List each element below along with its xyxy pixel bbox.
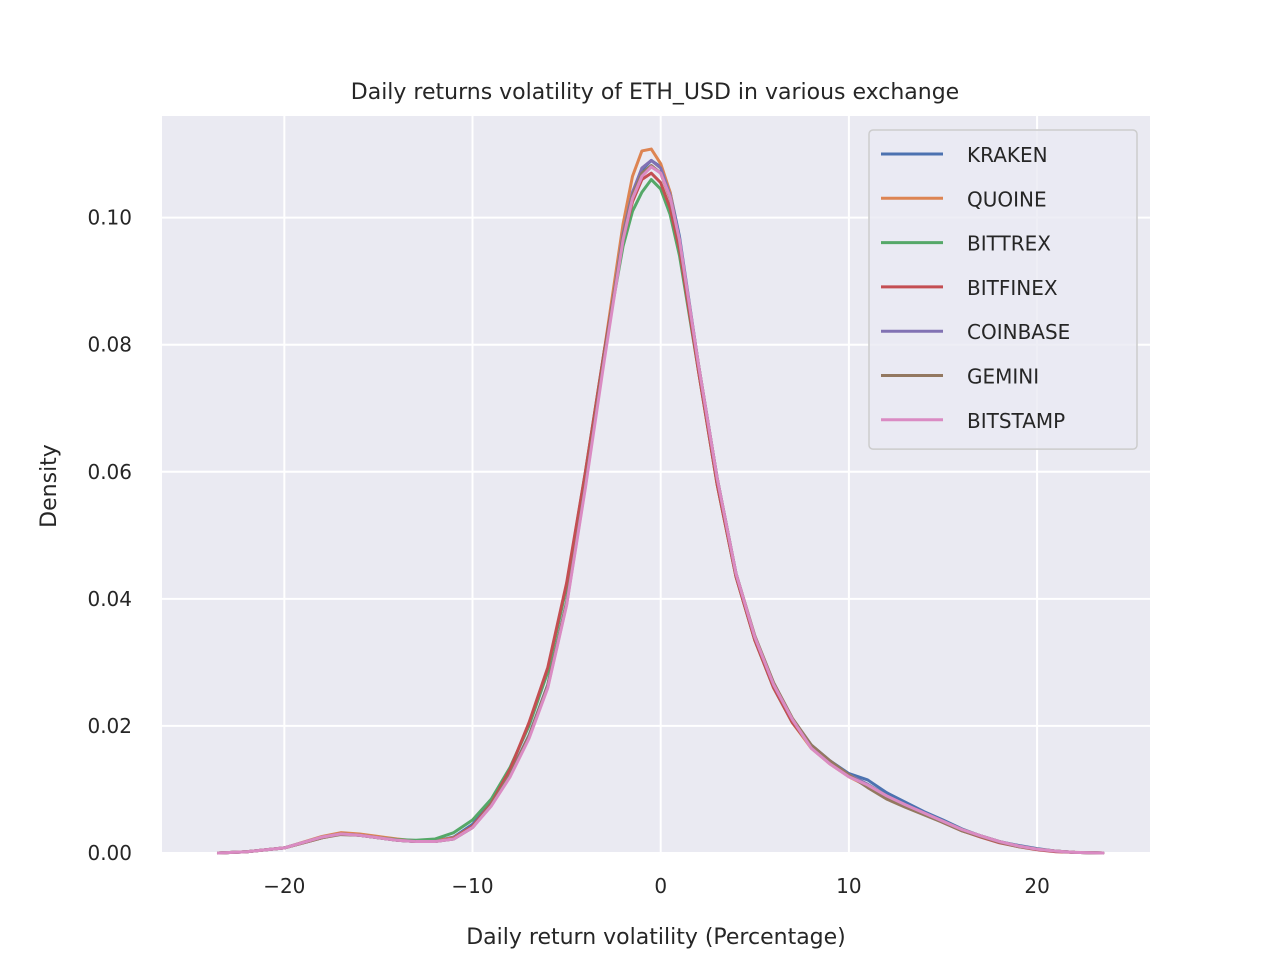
y-tick-label: 0.08 [87, 333, 132, 357]
legend-label-bitfinex: BITFINEX [967, 276, 1058, 300]
legend-label-coinbase: COINBASE [967, 320, 1070, 344]
y-tick-label: 0.04 [87, 587, 132, 611]
y-axis-label: Density [37, 444, 62, 528]
x-axis-label: Daily return volatility (Percentage) [466, 925, 846, 950]
legend: KRAKEN QUOINE BITTREX BITFINEX COINBASE GEMIN… [868, 129, 1138, 450]
y-tick-label: 0.10 [87, 206, 132, 230]
x-tick-label: 20 [1024, 874, 1049, 898]
y-tick-label: 0.06 [87, 460, 132, 484]
x-tick-label: −20 [263, 874, 305, 898]
y-tick-labels: 0.00 0.02 0.04 0.06 0.08 0.10 [87, 206, 132, 865]
legend-label-kraken: KRAKEN [967, 143, 1048, 167]
legend-label-quoine: QUOINE [967, 187, 1047, 211]
legend-label-gemini: GEMINI [967, 365, 1039, 389]
y-tick-label: 0.00 [87, 841, 132, 865]
series-line-bitstamp [216, 165, 1105, 855]
x-tick-labels: −20 −10 0 10 20 [263, 874, 1050, 898]
x-tick-label: −10 [451, 874, 493, 898]
series-lines [216, 147, 1105, 855]
y-tick-label: 0.02 [87, 714, 132, 738]
legend-box [868, 129, 1138, 450]
legend-label-bitstamp: BITSTAMP [967, 409, 1065, 433]
x-tick-label: 10 [836, 874, 861, 898]
x-tick-label: 0 [654, 874, 667, 898]
chart-title: Daily returns volatility of ETH_USD in v… [351, 80, 959, 105]
legend-label-bittrex: BITTREX [967, 232, 1051, 256]
